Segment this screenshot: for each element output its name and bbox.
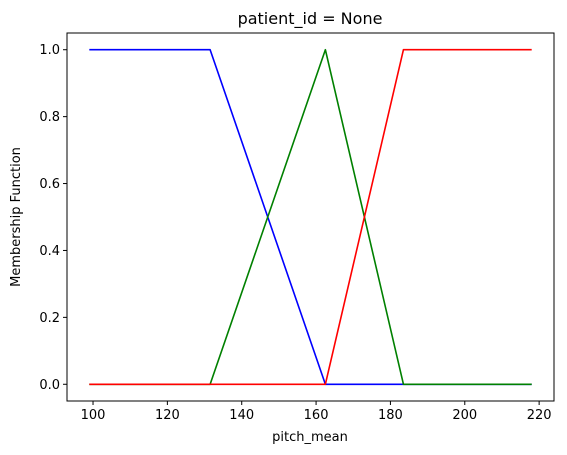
- x-tick-label: 200: [452, 408, 477, 423]
- y-tick-label: 1.0: [39, 43, 60, 58]
- x-axis-label: pitch_mean: [272, 430, 348, 445]
- x-tick-label: 100: [81, 408, 106, 423]
- y-tick-label: 0.4: [39, 244, 60, 259]
- y-tick-label: 0.0: [39, 378, 60, 393]
- x-tick-label: 180: [378, 408, 403, 423]
- y-tick-label: 0.6: [39, 177, 60, 192]
- y-tick-label: 0.2: [39, 311, 60, 326]
- x-tick-label: 160: [304, 408, 329, 423]
- x-tick-label: 120: [155, 408, 180, 423]
- x-tick-label: 220: [527, 408, 552, 423]
- y-axis-label: Membership Function: [9, 147, 24, 287]
- y-tick-label: 0.8: [39, 110, 60, 125]
- x-tick-label: 140: [229, 408, 254, 423]
- chart-title: patient_id = None: [238, 9, 383, 29]
